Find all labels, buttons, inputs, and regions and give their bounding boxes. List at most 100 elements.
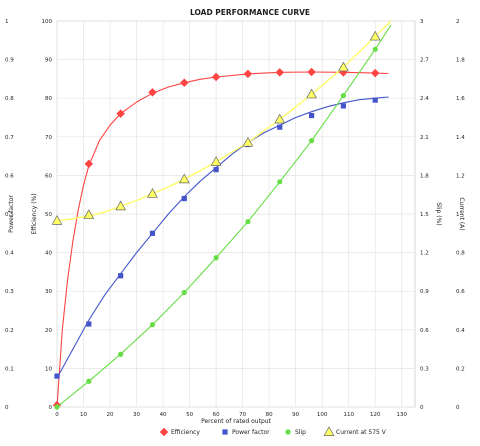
data-point-current-at-575-v — [178, 173, 190, 184]
data-point-slip — [86, 378, 92, 384]
data-point-power-factor — [213, 167, 219, 173]
data-point-current-at-575-v — [51, 215, 63, 225]
x-tick-label: 80 — [266, 412, 273, 418]
y-tick-label-current: 1 — [456, 212, 460, 218]
y-axis-label-slip: Slip (%) — [435, 202, 442, 225]
y-tick-label-power-factor: 0.9 — [5, 58, 14, 64]
legend-marker-power-factor — [222, 429, 228, 435]
y-tick-label-slip: 1.2 — [420, 251, 429, 257]
series-slip — [54, 24, 392, 410]
x-tick-label: 120 — [370, 412, 381, 418]
y-tick-label-power-factor: 0.1 — [5, 366, 14, 372]
data-point-efficiency — [243, 69, 253, 79]
y-tick-label-power-factor: 1 — [5, 19, 9, 25]
y-tick-label-current: 1.6 — [456, 96, 465, 102]
data-point-power-factor — [277, 124, 283, 130]
y-tick-label-efficiency: 60 — [45, 173, 52, 179]
data-point-slip — [245, 219, 251, 225]
data-point-efficiency — [275, 68, 284, 77]
legend: Efficiency Power factor Slip Current at 575… — [159, 426, 387, 437]
legend-item-efficiency: Efficiency — [159, 427, 200, 437]
data-point-current-at-575-v — [338, 61, 349, 72]
series-efficiency — [52, 67, 389, 410]
data-point-power-factor — [149, 230, 156, 236]
y-tick-label-slip: 2.1 — [420, 135, 429, 141]
y-tick-label-current: 0.2 — [456, 366, 465, 372]
y-tick-label-current: 0.6 — [456, 289, 465, 295]
grid-lines — [56, 20, 415, 408]
data-point-power-factor — [308, 112, 315, 119]
legend-marker-efficiency — [159, 427, 169, 437]
data-point-power-factor — [181, 195, 187, 202]
data-point-current-at-575-v — [242, 136, 254, 147]
x-tick-label: 40 — [160, 412, 167, 418]
y-tick-label-slip: 3 — [420, 19, 424, 25]
data-point-power-factor — [372, 97, 378, 103]
data-point-current-at-575-v — [274, 113, 286, 124]
y-tick-label-power-factor: 0.4 — [5, 251, 14, 257]
y-axis-label-current: Current (A) — [458, 197, 465, 230]
y-tick-label-efficiency: 100 — [42, 19, 53, 25]
legend-item-current-at-575-v: Current at 575 V — [323, 426, 387, 436]
y-tick-label-slip: 0.9 — [420, 289, 429, 295]
y-tick-label-power-factor: 0.8 — [5, 96, 14, 102]
y-tick-label-current: 0.8 — [456, 251, 465, 257]
y-tick-label-efficiency: 40 — [45, 251, 52, 257]
data-point-slip — [213, 255, 219, 261]
data-point-current-at-575-v — [147, 188, 158, 198]
y-tick-label-current: 2 — [456, 19, 460, 25]
series-line-slip — [56, 24, 392, 408]
y-tick-label-slip: 1.8 — [420, 173, 429, 179]
x-tick-label: 60 — [213, 412, 220, 418]
x-tick-label: 90 — [292, 412, 299, 418]
y-tick-label-power-factor: 0.3 — [5, 289, 14, 295]
y-tick-label-slip: 0 — [420, 405, 424, 411]
y-tick-label-power-factor: 0.6 — [5, 173, 14, 179]
data-point-slip — [181, 289, 187, 296]
data-point-current-at-575-v — [115, 200, 127, 211]
y-tick-label-efficiency: 20 — [45, 328, 52, 334]
legend-label-power-factor: Power factor — [232, 429, 270, 436]
data-point-current-at-575-v — [369, 30, 381, 41]
data-point-efficiency — [180, 78, 189, 88]
y-tick-label-efficiency: 0 — [49, 405, 53, 411]
data-point-efficiency — [307, 67, 316, 77]
data-point-efficiency — [116, 109, 125, 118]
data-point-current-at-575-v — [210, 156, 222, 166]
series-current-at-575-v — [51, 20, 392, 225]
data-point-power-factor — [118, 273, 124, 279]
y-tick-label-current: 1.2 — [456, 173, 465, 179]
y-tick-label-slip: 0.3 — [420, 366, 429, 372]
legend-item-slip: Slip — [285, 429, 306, 436]
series-line-current-at-575-v — [56, 20, 392, 222]
y-tick-label-current: 0 — [456, 405, 460, 411]
x-tick-label: 50 — [186, 412, 193, 418]
y-tick-label-power-factor: 0.2 — [5, 328, 14, 334]
x-tick-label: 0 — [55, 412, 59, 418]
y-tick-label-current: 1.8 — [456, 58, 465, 64]
y-tick-label-slip: 1.5 — [420, 212, 429, 218]
x-axis-label: Percent of rated output — [201, 418, 272, 425]
y-tick-label-power-factor: 0.7 — [5, 135, 14, 141]
data-point-slip — [372, 46, 378, 52]
data-point-power-factor — [86, 321, 92, 327]
data-point-efficiency — [211, 72, 221, 82]
y-tick-label-power-factor: 0.5 — [5, 212, 14, 218]
x-tick-label: 70 — [239, 412, 246, 418]
data-point-slip — [308, 138, 315, 144]
data-point-power-factor — [340, 103, 346, 109]
series-layer — [51, 20, 392, 410]
data-point-current-at-575-v — [306, 88, 317, 99]
legend-item-power-factor: Power factor — [222, 429, 270, 436]
y-tick-label-efficiency: 30 — [45, 289, 52, 295]
data-point-slip — [277, 179, 283, 185]
x-tick-label: 20 — [107, 412, 114, 418]
y-tick-label-efficiency: 50 — [45, 212, 52, 218]
data-point-slip — [149, 322, 156, 328]
x-tick-label: 100 — [317, 412, 328, 418]
legend-marker-slip — [285, 429, 291, 435]
y-tick-label-efficiency: 80 — [45, 96, 52, 102]
x-tick-label: 130 — [396, 412, 407, 418]
